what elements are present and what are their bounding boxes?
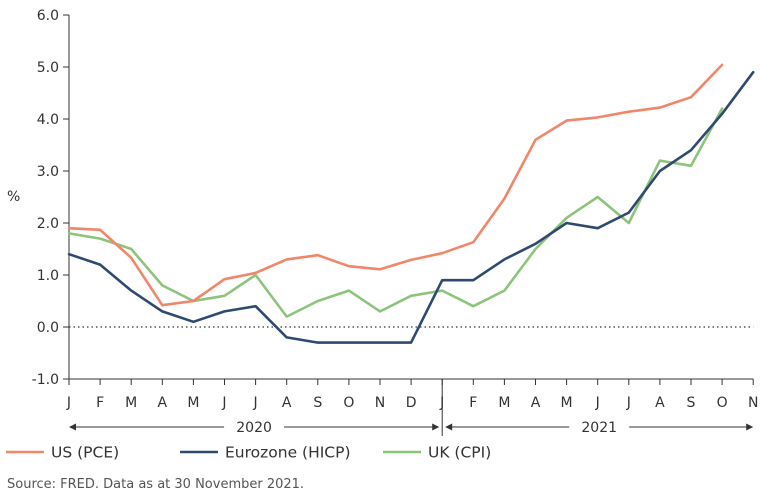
y-tick-label: 0.0 (37, 320, 59, 336)
year-2020-label: 2020 (236, 420, 272, 436)
x-tick-label: S (687, 395, 696, 411)
y-tick-label: 2.0 (37, 216, 59, 232)
x-tick-label: F (469, 395, 477, 411)
x-tick-label: J (253, 395, 258, 411)
y-tick-label: 1.0 (37, 268, 59, 284)
x-tick-label: M (125, 395, 137, 411)
year-2020-arrow-left (69, 423, 76, 431)
x-tick-label: N (748, 395, 758, 411)
x-tick-label: D (406, 395, 417, 411)
x-tick-labels: JFMAMJJASONDJFMAMJJASON (66, 395, 759, 411)
y-tick-label: 5.0 (37, 60, 59, 76)
x-tick-label: J (66, 395, 71, 411)
y-tick-label: 6.0 (37, 8, 59, 24)
year-2021-arrow-left (445, 423, 453, 431)
source-note: Source: FRED. Data as at 30 November 202… (7, 477, 304, 492)
legend: US (PCE) Eurozone (HICP) UK (CPI) (6, 444, 491, 462)
legend-label-us-pce: US (PCE) (51, 444, 119, 462)
y-tick-label: 3.0 (37, 164, 59, 180)
year-2021-label: 2021 (581, 420, 617, 436)
y-tick-label: -1.0 (32, 372, 59, 388)
series-lines (67, 63, 755, 344)
y-tick-labels: 6.0 5.0 4.0 3.0 2.0 1.0 0.0 -1.0 (32, 8, 59, 388)
year-2020-arrow-right (432, 423, 440, 431)
legend-label-eurozone-hicp: Eurozone (HICP) (225, 444, 351, 462)
year-2021-arrow-right (746, 423, 754, 431)
legend-label-uk-cpi: UK (CPI) (428, 444, 491, 462)
x-tick-label: M (498, 395, 510, 411)
series-line-us-pce (67, 63, 724, 307)
x-tick-label: J (595, 395, 600, 411)
y-axis-label: % (7, 189, 20, 205)
x-tick-label: A (655, 395, 665, 411)
x-tick-label: S (313, 395, 322, 411)
x-tick-label: A (158, 395, 168, 411)
year-labels: 2020 2021 (69, 379, 754, 436)
y-tick-label: 4.0 (37, 112, 59, 128)
x-tick-label: A (282, 395, 292, 411)
axes (63, 14, 754, 385)
series-line-eurozone-hicp (67, 70, 755, 344)
x-tick-label: J (626, 395, 631, 411)
x-tick-label: M (187, 395, 199, 411)
x-tick-label: F (96, 395, 104, 411)
x-tick-label: O (343, 395, 354, 411)
series-line-uk-cpi (67, 107, 724, 318)
x-tick-label: O (717, 395, 728, 411)
x-tick-label: J (221, 395, 226, 411)
x-tick-label: A (531, 395, 541, 411)
x-tick-label: M (561, 395, 573, 411)
x-tick-label: N (375, 395, 385, 411)
